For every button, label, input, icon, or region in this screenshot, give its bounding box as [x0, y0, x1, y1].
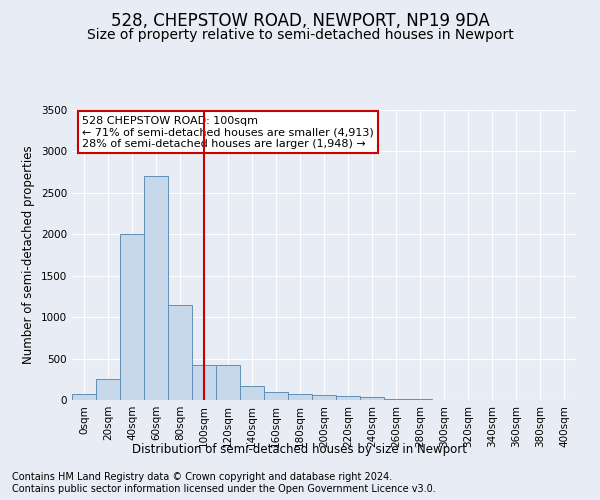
- Text: 528 CHEPSTOW ROAD: 100sqm
← 71% of semi-detached houses are smaller (4,913)
28% : 528 CHEPSTOW ROAD: 100sqm ← 71% of semi-…: [82, 116, 374, 149]
- Text: Contains HM Land Registry data © Crown copyright and database right 2024.: Contains HM Land Registry data © Crown c…: [12, 472, 392, 482]
- Bar: [72, 394, 96, 400]
- Bar: [192, 365, 216, 400]
- Bar: [288, 394, 312, 400]
- Bar: [96, 380, 120, 400]
- Bar: [312, 395, 336, 400]
- Bar: [336, 396, 360, 400]
- Bar: [384, 399, 408, 400]
- Text: Size of property relative to semi-detached houses in Newport: Size of property relative to semi-detach…: [86, 28, 514, 42]
- Bar: [144, 176, 168, 400]
- Text: 528, CHEPSTOW ROAD, NEWPORT, NP19 9DA: 528, CHEPSTOW ROAD, NEWPORT, NP19 9DA: [110, 12, 490, 30]
- Bar: [408, 399, 432, 400]
- Text: Distribution of semi-detached houses by size in Newport: Distribution of semi-detached houses by …: [133, 442, 467, 456]
- Bar: [216, 365, 240, 400]
- Bar: [168, 304, 192, 400]
- Bar: [240, 386, 264, 400]
- Bar: [264, 392, 288, 400]
- Y-axis label: Number of semi-detached properties: Number of semi-detached properties: [22, 146, 35, 364]
- Text: Contains public sector information licensed under the Open Government Licence v3: Contains public sector information licen…: [12, 484, 436, 494]
- Bar: [120, 234, 144, 400]
- Bar: [360, 396, 384, 400]
